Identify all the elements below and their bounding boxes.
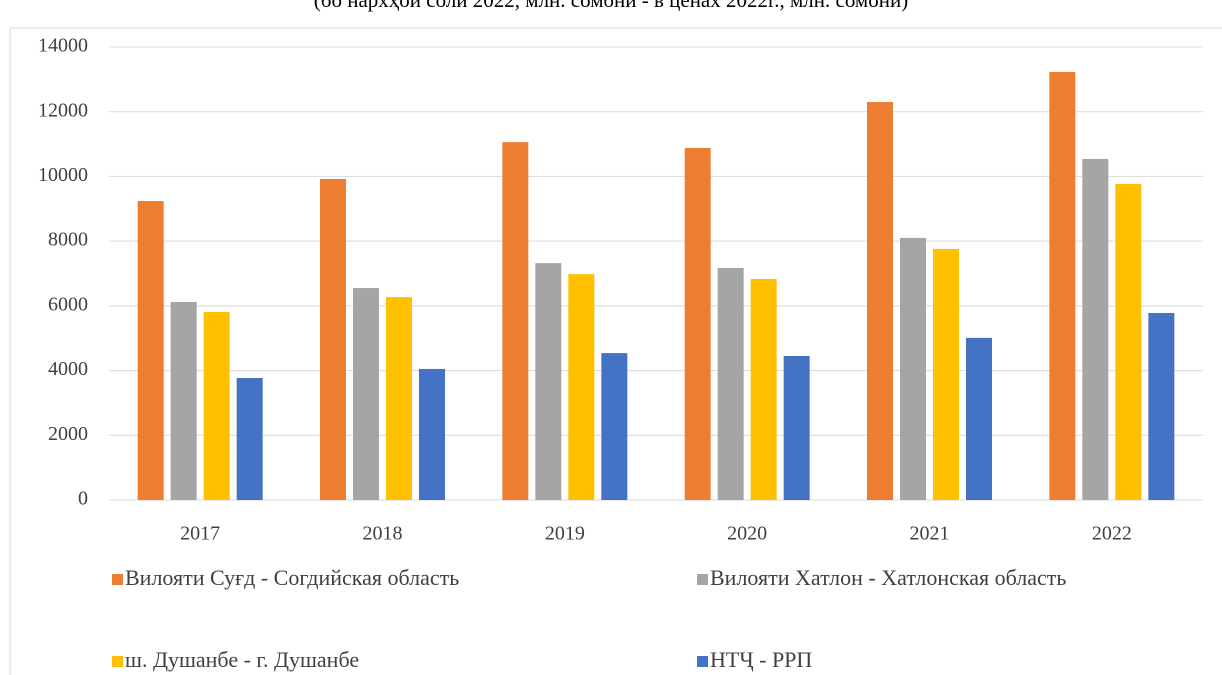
x-tick-label: 2021: [910, 523, 950, 545]
legend-label: Вилояти Хатлон - Хатлонская область: [710, 565, 1066, 590]
y-tick-label: 6000: [48, 293, 88, 315]
legend-label: НТҶ - РРП: [710, 647, 812, 672]
chart-title: (бо нархҳои соли 2022, млн. сомонӣ - в ц…: [314, 0, 908, 12]
bar: [1148, 312, 1175, 500]
bar: [966, 337, 992, 500]
bar: [236, 378, 263, 500]
bar: [353, 288, 379, 500]
y-tick-label: 4000: [48, 358, 88, 380]
legend-swatch: [112, 574, 123, 585]
bar: [750, 279, 777, 500]
bar: [203, 312, 230, 500]
x-tick-label: 2019: [545, 523, 585, 545]
bar: [1049, 71, 1076, 500]
y-tick-label: 2000: [48, 423, 88, 445]
bar: [717, 267, 744, 500]
x-tick-label: 2020: [727, 523, 767, 545]
bar: [900, 237, 926, 500]
bar: [386, 297, 412, 500]
bar: [684, 147, 711, 500]
y-tick-label: 0: [78, 488, 88, 510]
legend-swatch: [697, 574, 708, 585]
bar: [419, 368, 445, 500]
x-tick-label: 2017: [180, 523, 220, 545]
bar: [1115, 183, 1142, 500]
bar: [320, 179, 346, 500]
bar: [568, 274, 595, 500]
y-tick-label: 14000: [38, 35, 88, 57]
bar: [601, 353, 628, 500]
bar: [867, 102, 893, 500]
bar: [502, 142, 529, 500]
bar: [1082, 158, 1109, 500]
y-tick-label: 12000: [38, 99, 88, 121]
x-tick-label: 2018: [363, 523, 403, 545]
x-tick-label: 2022: [1092, 523, 1132, 545]
legend-swatch: [697, 656, 708, 667]
legend-label: ш. Душанбе - г. Душанбе: [125, 647, 359, 672]
bar: [535, 263, 562, 500]
bar: [170, 301, 197, 500]
bar: [933, 248, 959, 500]
y-tick-label: 8000: [48, 229, 88, 251]
legend-swatch: [112, 656, 123, 667]
bar: [783, 356, 810, 500]
bar: [137, 201, 164, 500]
legend-label: Вилояти Суғд - Согдийская область: [125, 565, 459, 590]
y-tick-label: 10000: [38, 164, 88, 186]
